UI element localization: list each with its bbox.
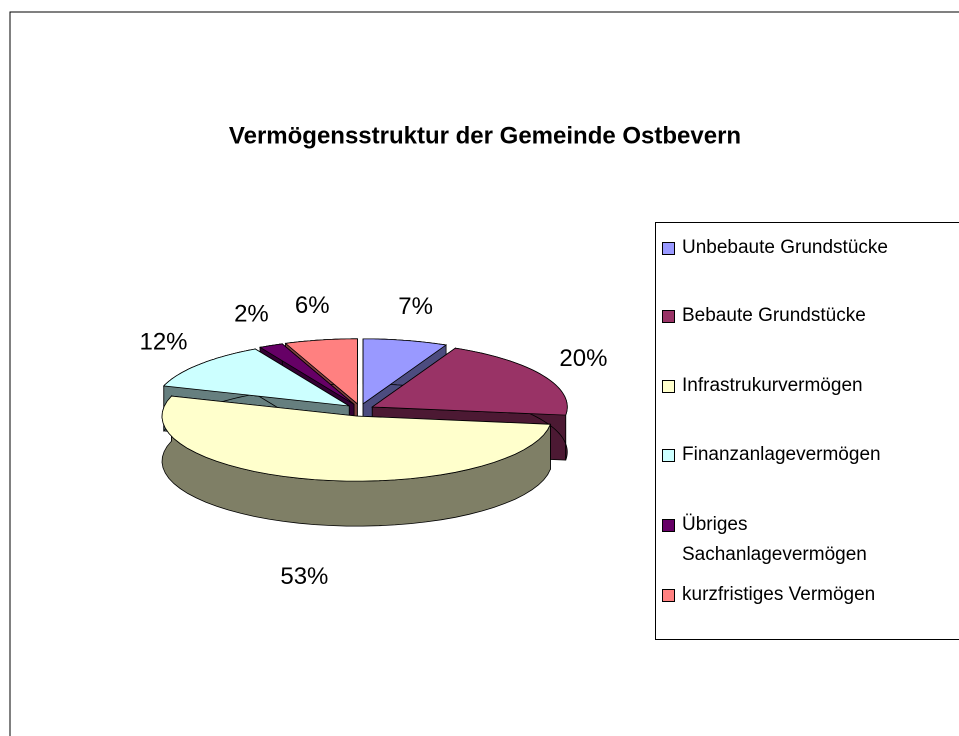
chart-title: Vermögensstruktur der Gemeinde Ostbevern (229, 122, 741, 149)
slice (371, 347, 568, 416)
pie: 7% 20% 53% 12% 2% 6% (139, 292, 607, 590)
data-label: 12% (139, 328, 187, 355)
legend-swatch (662, 242, 675, 255)
slice (284, 338, 358, 405)
legend-label: kurzfristiges Vermögen (682, 584, 876, 605)
legend-swatch (662, 519, 675, 532)
legend-label: Infrastrukurvermögen (682, 375, 863, 396)
legend-swatch (662, 380, 675, 393)
data-label: 20% (559, 345, 607, 372)
data-label: 7% (398, 293, 433, 320)
legend-swatch (662, 449, 675, 462)
data-label: 53% (280, 563, 328, 590)
legend-label: Unbebaute Grundstücke (682, 237, 888, 258)
slice (162, 348, 350, 407)
slice (259, 343, 355, 405)
slice (161, 395, 552, 482)
slice (362, 338, 448, 405)
data-label: 6% (295, 292, 330, 319)
legend: Unbebaute Grundstücke Bebaute Grundstücke… (655, 222, 959, 640)
legend-label: Bebaute Grundstücke (682, 305, 866, 326)
data-label: 2% (234, 300, 269, 327)
legend-swatch (662, 310, 675, 323)
legend-label: Übriges Sachanlagevermögen (682, 514, 867, 565)
legend-swatch (662, 589, 675, 602)
legend-label: Finanzanlagevermögen (682, 444, 881, 465)
